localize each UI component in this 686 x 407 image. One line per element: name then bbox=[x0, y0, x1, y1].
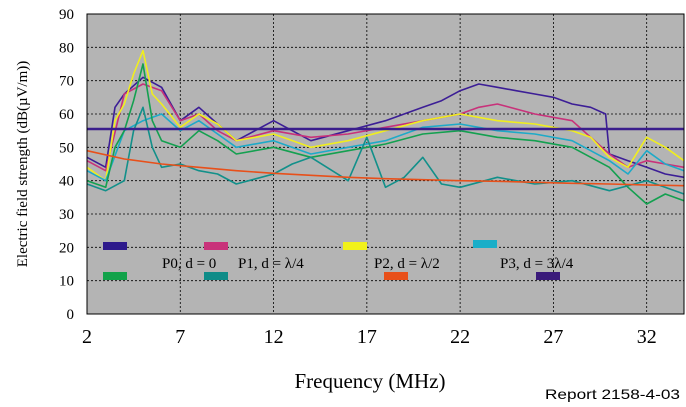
legend-label: P2, d = λ/2 bbox=[374, 256, 440, 272]
x-tick-label: 27 bbox=[543, 326, 563, 348]
y-tick-label: 50 bbox=[59, 140, 74, 156]
plot-area bbox=[87, 14, 684, 314]
x-tick-label: 32 bbox=[637, 326, 657, 348]
legend-swatch bbox=[536, 272, 560, 280]
y-tick-label: 60 bbox=[59, 107, 74, 123]
series-line-4 bbox=[86, 113, 685, 182]
report-label: Report 2158-4-03 bbox=[545, 386, 680, 402]
y-tick-label: 0 bbox=[67, 307, 75, 323]
legend-swatch bbox=[204, 272, 228, 280]
legend-swatch bbox=[103, 272, 127, 280]
y-tick-label: 80 bbox=[59, 40, 74, 56]
legend-label: P0, d = 0 bbox=[162, 256, 216, 272]
x-tick-label: 22 bbox=[450, 326, 470, 348]
x-axis-label: Frequency (MHz) bbox=[294, 369, 445, 393]
y-tick-label: 90 bbox=[59, 7, 74, 23]
x-tick-label: 7 bbox=[175, 326, 185, 348]
series-lines bbox=[86, 49, 685, 205]
y-tick-label: 20 bbox=[59, 240, 74, 256]
y-tick-label: 40 bbox=[59, 174, 74, 190]
series-line-7 bbox=[86, 149, 685, 187]
series-line-5 bbox=[86, 63, 685, 205]
legend-swatch bbox=[343, 242, 367, 250]
series-line-3 bbox=[86, 49, 685, 182]
legend-label: P1, d = λ/4 bbox=[238, 256, 304, 272]
y-tick-label: 30 bbox=[59, 207, 74, 223]
y-tick-label: 10 bbox=[59, 274, 74, 290]
legend-swatch bbox=[103, 242, 127, 250]
x-tick-label: 17 bbox=[357, 326, 377, 348]
plot-frame bbox=[86, 13, 685, 315]
x-tick-label: 12 bbox=[264, 326, 284, 348]
legend: P0, d = 0 P1, d = λ/4 P2, d = λ/2 P3, d = 3… bbox=[103, 240, 574, 280]
legend-swatch bbox=[473, 240, 497, 248]
legend-label: P3, d = 3λ/4 bbox=[500, 256, 574, 272]
legend-swatch bbox=[204, 242, 228, 250]
y-axis-label: Electric field strength (dB(µV/m)) bbox=[15, 61, 31, 268]
x-tick-label: 2 bbox=[82, 326, 92, 348]
x-tick-labels: 2 7 12 17 22 27 32 bbox=[82, 326, 657, 348]
y-tick-labels: 0 10 20 30 40 50 60 70 80 90 bbox=[59, 7, 74, 323]
legend-swatch bbox=[384, 272, 408, 280]
series-line-2 bbox=[86, 83, 685, 172]
y-tick-label: 70 bbox=[59, 74, 74, 90]
series-line-1 bbox=[86, 76, 685, 179]
